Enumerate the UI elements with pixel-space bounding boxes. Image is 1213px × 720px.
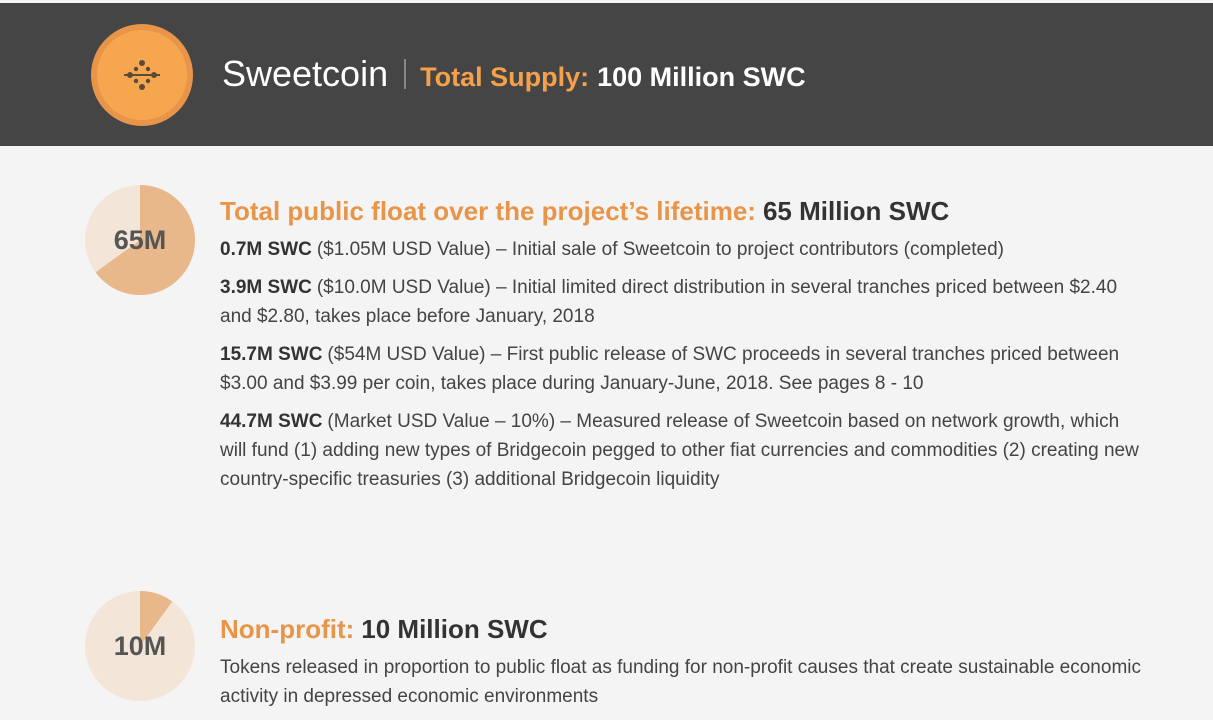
section-heading: Total public float over the project’s li… [220, 196, 1150, 227]
heading-value: 10 Million SWC [361, 614, 548, 644]
supply-label: Total Supply: [420, 62, 590, 92]
logo-glyph [124, 60, 160, 90]
brand: Sweetcoin [222, 53, 389, 94]
item-text: ($54M USD Value) – First public release … [220, 344, 1120, 394]
header: Sweetcoin Total Supply: 100 Million SWC [0, 3, 1213, 146]
badges: 65M 10M [85, 185, 196, 701]
badge-slice [95, 185, 196, 295]
item-lead: 0.7M SWC [220, 239, 312, 260]
item-text: Tokens released in proportion to public … [220, 657, 1141, 707]
heading-value: 65 Million SWC [762, 196, 950, 226]
item-text: ($10.0M USD Value) – Initial limited dir… [220, 277, 1118, 327]
heading-label: Total public float over the project’s li… [220, 196, 756, 226]
section: Total public float over the project’s li… [220, 196, 1150, 503]
badge-label: 65M [114, 225, 167, 255]
title: Sweetcoin Total Supply: 100 Million SWC [222, 53, 806, 95]
item: 3.9M SWC ($10.0M USD Value) – Initial lim… [220, 273, 1150, 331]
badge-slice [140, 591, 173, 646]
logo [91, 24, 193, 126]
heading-label: Non-profit: [220, 614, 355, 644]
item-lead: 3.9M SWC [220, 277, 312, 298]
item: Tokens released in proportion to public … [220, 653, 1150, 711]
item: 0.7M SWC ($1.05M USD Value) – Initial sal… [220, 235, 1150, 264]
item-lead: 15.7M SWC [220, 344, 323, 365]
separator [404, 59, 407, 89]
badge-label: 10M [114, 631, 167, 661]
item: 15.7M SWC ($54M USD Value) – First public… [220, 340, 1150, 398]
section-heading: Non-profit: 10 Million SWC [220, 614, 1150, 645]
supply-value: 100 Million SWC [597, 62, 806, 92]
item-text: ($1.05M USD Value) – Initial sale of Swe… [316, 239, 1004, 260]
item-text: (Market USD Value – 10%) – Measured rele… [220, 411, 1139, 490]
item-lead: 44.7M SWC [220, 411, 323, 432]
item: 44.7M SWC (Market USD Value – 10%) – Meas… [220, 407, 1150, 494]
section: Non-profit: 10 Million SWC Tokens released… [220, 614, 1150, 720]
